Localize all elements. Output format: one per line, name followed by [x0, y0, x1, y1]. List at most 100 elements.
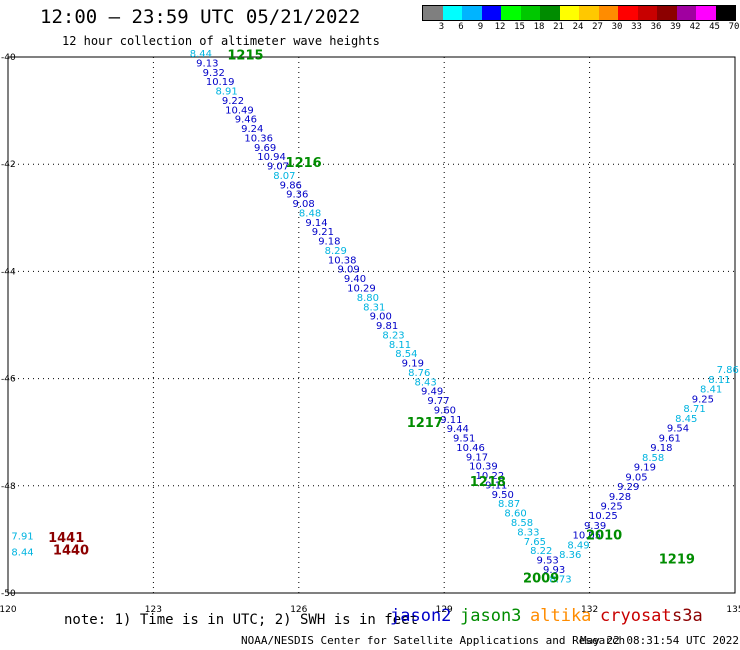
legend-label: 36	[650, 22, 662, 32]
swh-value: 9.13	[196, 58, 218, 69]
swh-value: 8.11	[389, 340, 411, 351]
x-tick-label: 132	[581, 605, 598, 615]
swh-value: 9.11	[485, 480, 507, 491]
legend-label: 42	[689, 22, 701, 32]
swh-value: 8.31	[363, 302, 385, 313]
time-label: 1441	[48, 531, 84, 546]
swh-value: 9.07	[267, 162, 289, 173]
swh-value: 10.46	[456, 443, 485, 454]
swh-value: 8.60	[504, 509, 526, 520]
legend-swatch	[540, 6, 560, 20]
x-tick-label: 126	[290, 605, 307, 615]
swh-value: 8.58	[642, 453, 664, 464]
legend-swatch	[462, 6, 482, 20]
note-text: note: 1) Time is in UTC; 2) SWH is in fe…	[64, 612, 419, 628]
time-label: 1218	[470, 475, 506, 490]
swh-value: 9.09	[337, 265, 359, 276]
swh-value: 9.51	[453, 434, 475, 445]
swh-value: 9.93	[543, 565, 565, 576]
legend-swatch	[637, 6, 657, 20]
swh-value: 8.71	[683, 404, 705, 415]
swh-value: 9.46	[235, 115, 257, 126]
legend-label: 6	[458, 22, 464, 32]
satellite-cryosat: cryosat	[600, 606, 672, 626]
legend-swatch	[657, 6, 677, 20]
swh-value: 7.65	[524, 537, 546, 548]
legend-label: 18	[533, 22, 545, 32]
swh-value: 9.86	[280, 180, 302, 191]
swh-value: 9.49	[421, 387, 443, 398]
swh-value: 9.77	[427, 396, 449, 407]
swh-value: 9.17	[466, 452, 488, 463]
swh-value: 9.18	[650, 443, 672, 454]
page-subtitle: 12 hour collection of altimeter wave hei…	[62, 34, 380, 48]
swh-value: 9.25	[601, 501, 623, 512]
swh-value: 9.21	[312, 227, 334, 238]
swh-value: 9.25	[692, 394, 714, 405]
swh-value: 8.33	[517, 527, 539, 538]
swh-value: 9.19	[402, 359, 424, 370]
swh-value: 9.00	[370, 312, 392, 323]
swh-value: 9.28	[609, 492, 631, 503]
swh-value: 9.19	[634, 463, 656, 474]
page-title: 12:00 — 23:59 UTC 05/21/2022	[40, 6, 361, 28]
legend-label: 33	[631, 22, 642, 32]
swh-value: 8.43	[415, 377, 437, 388]
timestamp: May 22 08:31:54 UTC 2022	[580, 634, 739, 647]
swh-value: 10.38	[328, 255, 357, 266]
swh-value: 9.18	[318, 237, 340, 248]
swh-value: 10.05	[572, 531, 601, 542]
legend-label: 15	[514, 22, 525, 32]
swh-value: 8.29	[325, 246, 347, 257]
swh-value: 8.54	[395, 349, 417, 360]
swh-value: 7.91	[11, 531, 33, 542]
swh-value: 8.45	[675, 414, 697, 425]
time-label: 1217	[407, 416, 443, 431]
legend-label: 3	[438, 22, 445, 32]
satellite-altika: altika	[530, 606, 592, 626]
legend-swatch	[442, 6, 462, 20]
legend-label: 9	[477, 22, 484, 32]
swh-value: 9.81	[376, 321, 398, 332]
x-tick-label: 120	[0, 605, 17, 615]
swh-value: 9.14	[305, 218, 327, 229]
swh-value: 10.49	[225, 105, 254, 116]
legend-label: 12	[494, 22, 506, 32]
swh-value: 10.29	[347, 284, 376, 295]
swh-value: 9.40	[344, 274, 366, 285]
swh-value: 9.29	[617, 482, 639, 493]
legend-label: 39	[670, 22, 681, 32]
swh-value: 10.36	[244, 133, 273, 144]
time-label: 1219	[659, 553, 695, 568]
swh-value: 8.48	[299, 208, 321, 219]
swh-value: 9.53	[537, 556, 559, 567]
swh-value: 8.76	[408, 368, 430, 379]
legend-label: 30	[611, 22, 623, 32]
y-tick-label: -50	[1, 589, 16, 599]
swh-value: 8.80	[357, 293, 379, 304]
time-label: 1215	[227, 49, 263, 64]
plot-frame	[7, 56, 736, 594]
swh-value: 10.22	[476, 471, 505, 482]
legend-swatch	[520, 6, 540, 20]
x-tick-label: 123	[145, 605, 162, 615]
swh-value: 8.22	[530, 546, 552, 557]
legend-swatch	[559, 6, 579, 20]
swh-value: 9.60	[434, 405, 456, 416]
swh-value: 10.25	[589, 511, 618, 522]
swh-value: 8.44	[11, 547, 33, 558]
swh-value: 8.11	[708, 375, 730, 386]
satellite-s3a: s3a	[672, 606, 703, 626]
legend-swatch	[676, 6, 696, 20]
satellite-jason3: jason3	[460, 606, 522, 626]
swh-value: 8.91	[215, 87, 237, 98]
swh-value: 9.61	[659, 433, 681, 444]
swh-value: 8.87	[498, 499, 520, 510]
legend-swatch	[423, 6, 443, 20]
swh-value: 9.05	[625, 472, 647, 483]
swh-value: 8.49	[567, 540, 589, 551]
legend-swatch	[715, 6, 735, 20]
swh-value: 8.58	[511, 518, 533, 529]
legend-label: 24	[572, 22, 584, 32]
satellite-jason2: jason2	[390, 606, 452, 626]
